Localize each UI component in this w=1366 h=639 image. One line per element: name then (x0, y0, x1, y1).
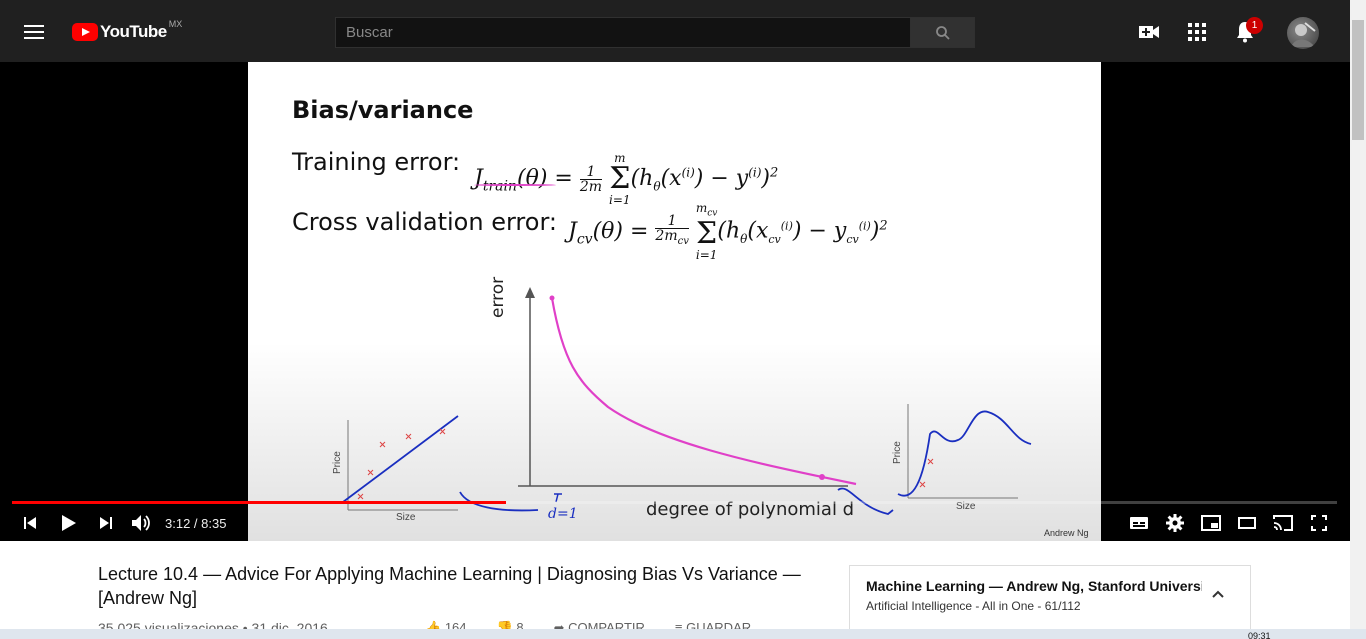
y-axis-label: error (488, 276, 508, 318)
logo-region: MX (168, 19, 183, 29)
settings-gear-icon[interactable] (1163, 508, 1187, 538)
handwritten-stroke-right (837, 487, 894, 515)
playlist-add-icon: ≡ (674, 620, 683, 635)
scrollbar-thumb[interactable] (1352, 20, 1364, 140)
training-error-curve (550, 297, 857, 486)
miniplayer-icon[interactable] (1199, 508, 1223, 538)
y-axis-arrow (525, 287, 535, 298)
left-plot-ylabel: Price (332, 451, 343, 474)
apps-grid-icon[interactable] (1185, 20, 1209, 44)
chevron-up-icon[interactable] (1210, 586, 1230, 606)
playlist-panel: Machine Learning — Andrew Ng, Stanford U… (849, 565, 1251, 639)
logo-text: YouTube (100, 22, 167, 41)
video-title: Lecture 10.4 — Advice For Applying Machi… (98, 564, 801, 608)
create-video-icon[interactable] (1137, 20, 1161, 44)
right-plot-fit-curve (897, 410, 1032, 497)
dislike-count: 8 (516, 620, 524, 635)
avatar[interactable] (1287, 17, 1319, 49)
right-plot-ylabel: Price (892, 441, 903, 464)
handwritten-d1: d=1 (548, 506, 578, 522)
time-display: 3:12 / 8:35 (165, 516, 227, 531)
notification-badge: 1 (1246, 17, 1263, 34)
left-plot-points (357, 428, 446, 500)
taskbar-clock: 09:31 (1248, 631, 1271, 639)
right-plot-xlabel: Size (956, 501, 976, 512)
cv-error-label: Cross validation error: (292, 208, 557, 236)
playlist-title[interactable]: Machine Learning — Andrew Ng, Stanford U… (866, 578, 1202, 594)
curve-point (819, 474, 825, 480)
cast-icon[interactable] (1270, 508, 1296, 538)
curve-start-point (549, 295, 555, 301)
youtube-play-icon (72, 23, 98, 41)
os-taskbar (0, 629, 1366, 639)
volume-icon[interactable] (128, 508, 154, 538)
handwritten-tick (554, 493, 562, 503)
progress-bar[interactable] (12, 501, 1337, 504)
search-button[interactable] (910, 17, 975, 48)
slide-title: Bias/variance (292, 96, 474, 124)
highlight-underline (474, 184, 556, 186)
playlist-subtitle[interactable]: Artificial Intelligence - All in One - 6… (866, 599, 1081, 613)
page-scrollbar[interactable] (1350, 0, 1366, 639)
slide-shadow (248, 342, 1101, 541)
player-controls: 3:12 / 8:35 (0, 508, 1350, 538)
left-plot-xlabel: Size (396, 512, 416, 523)
error-plot (342, 287, 1032, 515)
left-plot-fit-line (342, 415, 459, 503)
fullscreen-icon[interactable] (1307, 508, 1331, 538)
search-icon (935, 25, 950, 40)
previous-icon[interactable] (18, 508, 42, 538)
video-player[interactable]: Bias/variance Training error: Cross vali… (0, 62, 1350, 541)
slide-credit: Andrew Ng (1044, 528, 1089, 538)
next-icon[interactable] (94, 508, 118, 538)
play-icon[interactable] (56, 508, 82, 538)
subtitles-icon[interactable] (1127, 508, 1151, 538)
theater-mode-icon[interactable] (1235, 508, 1259, 538)
x-axis-label: degree of polynomial d (646, 499, 855, 520)
masthead: YouTube MX Buscar 1 (0, 0, 1350, 62)
share-icon: ➦ (553, 620, 565, 635)
search-input[interactable]: Buscar (335, 17, 911, 48)
lecture-slide: Bias/variance Training error: Cross vali… (248, 62, 1101, 541)
menu-icon[interactable] (24, 21, 48, 41)
handwritten-stroke (459, 491, 539, 512)
youtube-logo[interactable]: YouTube MX (72, 19, 183, 42)
training-error-label: Training error: (292, 148, 461, 176)
right-plot-points (919, 458, 934, 488)
progress-played (12, 501, 507, 504)
